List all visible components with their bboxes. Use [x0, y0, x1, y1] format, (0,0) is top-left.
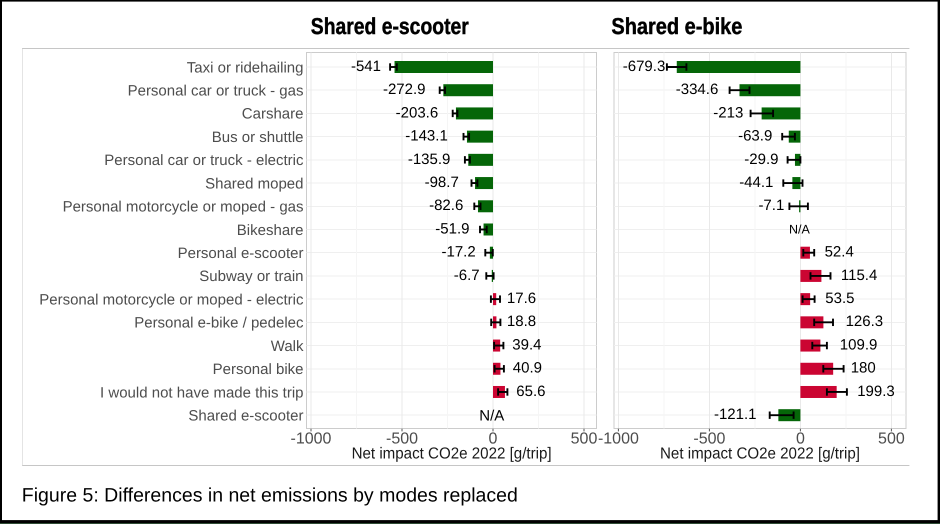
- svg-text:17.6: 17.6: [507, 290, 536, 307]
- svg-text:Personal car or truck - gas: Personal car or truck - gas: [128, 83, 304, 100]
- svg-text:-98.7: -98.7: [425, 174, 459, 191]
- svg-text:N/A: N/A: [479, 408, 504, 425]
- svg-text:Net impact CO2e 2022 [g/trip]: Net impact CO2e 2022 [g/trip]: [660, 445, 860, 462]
- svg-text:-6.7: -6.7: [454, 267, 480, 284]
- svg-text:-51.9: -51.9: [435, 220, 469, 237]
- svg-text:199.3: 199.3: [857, 383, 895, 400]
- svg-text:Shared e-scooter: Shared e-scooter: [188, 408, 303, 425]
- svg-text:Bus or shuttle: Bus or shuttle: [212, 129, 304, 146]
- svg-text:-143.1: -143.1: [405, 128, 448, 145]
- svg-text:53.5: 53.5: [825, 290, 854, 307]
- svg-text:Personal motorcycle or moped -: Personal motorcycle or moped - gas: [63, 199, 304, 216]
- svg-text:-541: -541: [351, 58, 381, 75]
- svg-text:Walk: Walk: [271, 338, 304, 355]
- svg-text:Carshare: Carshare: [242, 106, 304, 123]
- svg-text:-500: -500: [693, 430, 725, 447]
- svg-text:39.4: 39.4: [512, 337, 541, 354]
- svg-text:-1000: -1000: [291, 430, 332, 447]
- svg-text:-135.9: -135.9: [408, 151, 451, 168]
- svg-text:Subway or train: Subway or train: [199, 268, 303, 285]
- svg-text:65.6: 65.6: [516, 383, 545, 400]
- svg-text:-203.6: -203.6: [396, 104, 439, 121]
- svg-text:-63.9: -63.9: [738, 128, 772, 145]
- svg-text:180: 180: [851, 360, 876, 377]
- svg-text:Shared e-scooter: Shared e-scooter: [311, 13, 469, 39]
- svg-text:0: 0: [796, 430, 805, 447]
- svg-text:-500: -500: [386, 430, 418, 447]
- svg-text:Shared moped: Shared moped: [205, 175, 303, 192]
- svg-text:-29.9: -29.9: [744, 151, 778, 168]
- svg-text:Taxi or ridehailing: Taxi or ridehailing: [187, 59, 304, 76]
- svg-text:-213: -213: [713, 104, 743, 121]
- svg-text:126.3: 126.3: [846, 313, 884, 330]
- svg-text:-272.9: -272.9: [383, 81, 426, 98]
- svg-text:Personal motorcycle or moped -: Personal motorcycle or moped - electric: [39, 291, 304, 308]
- svg-text:Personal e-scooter: Personal e-scooter: [178, 245, 304, 262]
- svg-text:-121.1: -121.1: [714, 406, 757, 423]
- svg-text:-1000: -1000: [598, 430, 639, 447]
- svg-text:-7.1: -7.1: [758, 197, 784, 214]
- svg-text:Figure 5: Differences in net e: Figure 5: Differences in net emissions b…: [22, 485, 518, 507]
- svg-text:109.9: 109.9: [840, 337, 878, 354]
- svg-text:500: 500: [571, 430, 598, 447]
- svg-text:115.4: 115.4: [841, 267, 877, 284]
- svg-text:-334.6: -334.6: [676, 81, 719, 98]
- svg-text:-679.3: -679.3: [623, 58, 666, 75]
- svg-text:N/A: N/A: [789, 223, 811, 237]
- svg-text:Shared e-bike: Shared e-bike: [611, 13, 742, 39]
- svg-text:I would not have made this tri: I would not have made this trip: [100, 384, 303, 401]
- svg-text:-17.2: -17.2: [441, 244, 475, 261]
- svg-text:52.4: 52.4: [825, 244, 854, 261]
- svg-text:Personal car or truck - electr: Personal car or truck - electric: [104, 152, 304, 169]
- svg-text:Bikeshare: Bikeshare: [237, 222, 304, 239]
- svg-text:Net impact CO2e 2022 [g/trip]: Net impact CO2e 2022 [g/trip]: [352, 445, 552, 462]
- svg-text:-44.1: -44.1: [739, 174, 773, 191]
- svg-text:-82.6: -82.6: [429, 197, 463, 214]
- svg-text:500: 500: [878, 430, 905, 447]
- svg-text:0: 0: [489, 430, 498, 447]
- svg-text:40.9: 40.9: [513, 360, 542, 377]
- svg-text:18.8: 18.8: [507, 313, 536, 330]
- svg-text:Personal bike: Personal bike: [213, 361, 304, 378]
- svg-text:Personal e-bike / pedelec: Personal e-bike / pedelec: [134, 315, 304, 332]
